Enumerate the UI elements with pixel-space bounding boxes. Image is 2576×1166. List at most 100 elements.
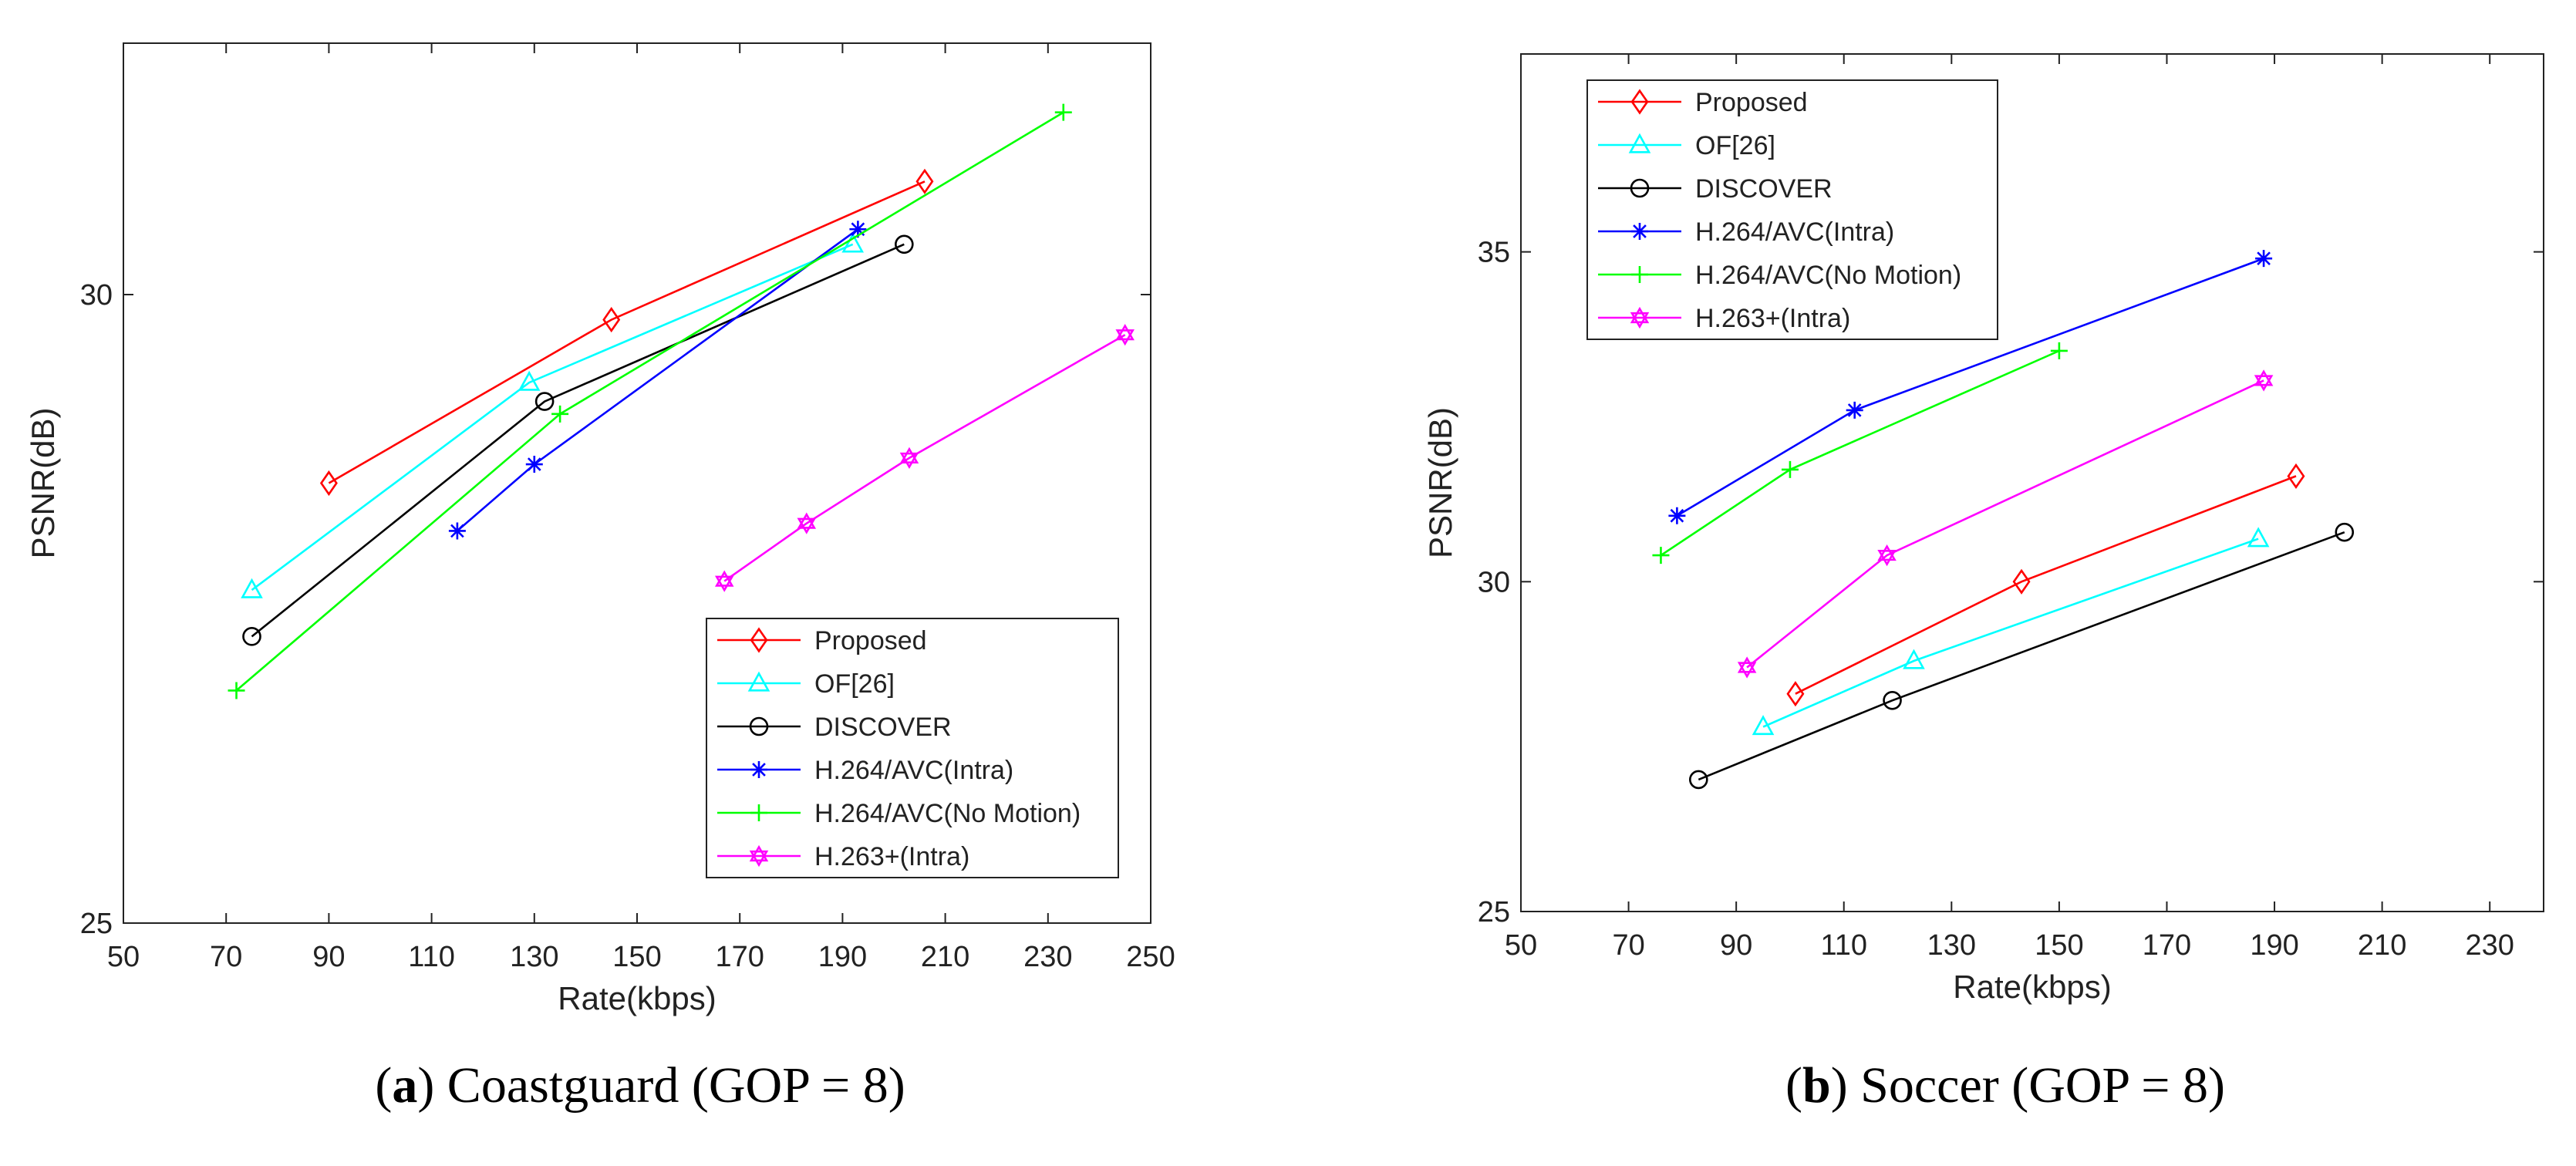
series-h-263-intra- [714,324,1135,592]
y-tick-label: 25 [1478,896,1510,928]
x-tick-label: 210 [921,941,969,973]
data-point [1737,656,1757,679]
x-tick-label: 110 [408,941,455,973]
legend-swatch-marker [747,671,770,692]
data-point [1903,649,1925,669]
series-of-26- [241,232,865,598]
x-axis-label: Rate(kbps) [558,980,716,1016]
data-point [1786,681,1805,707]
x-tick-label: 150 [2035,929,2083,962]
series-line [1762,538,2259,728]
legend-entry: H.264/AVC(Intra) [1695,217,1894,247]
y-axis-label: PSNR(dB) [1422,407,1458,558]
x-tick-label: 170 [715,941,764,973]
x-tick-label: 210 [2358,929,2406,962]
caption-text: Coastguard (GOP = 8) [447,1057,905,1114]
legend-entry: DISCOVER [1695,174,1833,204]
data-point [1781,460,1799,478]
legend-entry: DISCOVER [814,713,952,742]
x-tick-label: 50 [1505,929,1537,962]
legend-entry: OF[26] [814,669,895,699]
x-tick-label: 50 [107,941,140,973]
legend-swatch-marker [1631,223,1648,240]
data-point [841,232,865,253]
series-proposed [1786,463,2305,707]
caption-text: Soccer (GOP = 8) [1860,1057,2225,1114]
data-point [1668,507,1686,524]
data-point [849,221,867,238]
y-tick-label: 30 [1478,566,1510,598]
y-tick-label: 35 [1478,237,1510,269]
legend: Proposed OF[26] DISCOVER H.264/AVC(Intra) H.… [1586,79,1998,340]
x-tick-label: 70 [1612,929,1644,962]
caption-letter: b [1802,1057,1831,1114]
series-h-264-avc-intra- [1668,250,2273,524]
x-tick-label: 250 [1126,941,1175,973]
data-point [242,627,261,646]
legend-swatch-marker [1631,266,1648,283]
caption-letter: a [392,1057,418,1114]
data-point [899,447,919,470]
data-point [915,168,934,194]
x-tick-label: 70 [210,941,242,973]
series-line [251,243,854,591]
data-point [518,370,541,391]
legend-box [706,618,1119,878]
data-point [2247,527,2270,548]
x-tick-label: 90 [1720,929,1752,962]
data-point [1115,324,1135,346]
series-h-264-avc-no-motion- [1652,342,2068,564]
series-discover [242,234,914,646]
data-point [2255,250,2273,268]
legend-entry: Proposed [814,626,927,655]
series-line [251,243,905,638]
data-point [1846,401,1863,419]
x-tick-label: 170 [2143,929,2191,962]
x-tick-label: 90 [312,941,345,973]
y-tick-label: 25 [80,908,113,940]
data-point [241,578,263,598]
series-of-26- [1752,527,2270,736]
legend-swatch-marker [1628,133,1651,153]
data-point [1689,770,1708,790]
legend-swatch-marker [750,761,767,778]
x-tick-label: 190 [2250,929,2298,962]
legend-swatch-marker [749,844,769,868]
legend-entry: Proposed [1695,88,1808,117]
legend-swatch-marker [750,804,767,821]
series-h-263-intra- [1737,369,2274,679]
legend-entry: H.263+(Intra) [814,842,969,871]
x-tick-label: 130 [510,941,558,973]
series-line [328,180,926,484]
data-point [448,522,466,540]
data-point [228,682,245,699]
legend-entry: H.263+(Intra) [1695,304,1850,333]
data-point [2254,369,2274,392]
series-line [1698,531,2345,781]
legend-swatch-marker [749,716,769,736]
x-tick-label: 150 [612,941,661,973]
series-h-264-avc-no-motion- [228,103,1072,699]
x-tick-label: 190 [818,941,867,973]
legend-swatch-marker [1630,306,1650,329]
legend-swatch-marker [1630,178,1650,198]
data-point [714,570,734,592]
series-h-264-avc-intra- [448,221,867,540]
chart-coastguard: 50 70 90 110 130 150 170 190 210 230 250 25 30 Rate(k… [25,42,1175,1016]
data-point [2012,568,2031,595]
x-tick-label: 130 [1927,929,1976,962]
x-tick-label: 230 [2466,929,2514,962]
y-axis-label: PSNR(dB) [25,407,61,558]
legend: Proposed OF[26] DISCOVER H.264/AVC(Intra) H.… [706,618,1119,878]
x-tick-label: 230 [1023,941,1072,973]
legend-entry: H.264/AVC(No Motion) [1695,261,1961,290]
data-point [895,234,914,254]
caption-soccer: (b) Soccer (GOP = 8) [1785,1057,2225,1114]
legend-entry: H.264/AVC(No Motion) [814,799,1081,828]
chart-soccer: 50 70 90 110 130 150 170 190 210 230 25 30 35 Rate(kb… [1422,53,2544,1005]
data-point [2287,463,2305,490]
series-line [1746,379,2264,669]
data-point [797,512,817,534]
x-axis-label: Rate(kbps) [1953,969,2111,1005]
